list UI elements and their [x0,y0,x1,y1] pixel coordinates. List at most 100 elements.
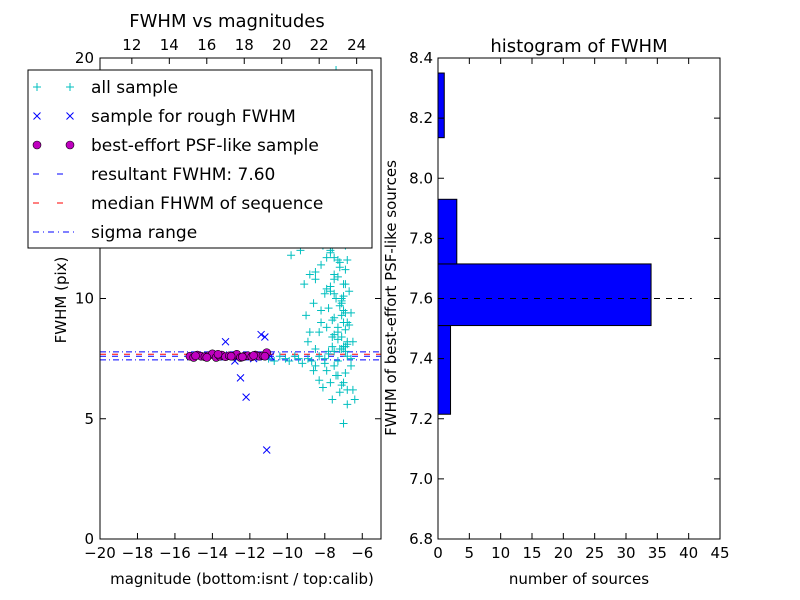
all-sample-point [320,354,329,363]
legend-marker-psf-sample [65,140,75,150]
legend-label-psf-sample: best-effort PSF-like sample [91,136,319,156]
psf-sample-point [238,352,247,362]
scatter-x-tick-label: −16 [159,544,191,562]
legend-marker-rough-sample [33,112,41,120]
scatter-y-tick-label: 20 [75,49,94,67]
rough-sample-point [221,337,230,346]
all-sample-point [347,308,356,317]
scatter-y-tick-label: 0 [84,530,94,548]
psf-sample-point [260,351,270,361]
all-sample-point [270,357,279,366]
histogram-y-tick-label: 6.8 [409,530,433,548]
scatter-top-tick-label: 12 [122,36,141,54]
all-sample-point [335,345,344,354]
all-sample-point [337,311,346,320]
all-sample-point [303,337,312,346]
all-sample-point [315,376,324,385]
legend-markers [32,83,75,233]
all-sample-point [326,287,335,296]
all-sample-point [341,280,350,289]
rough-sample-point [262,446,271,454]
psf-sample-point [213,349,223,359]
histogram-x-tick-label: 20 [554,544,573,562]
scatter-top-tick-label: 16 [197,36,216,54]
all-sample-point [317,260,326,269]
legend-marker-all-sample [66,83,74,91]
scatter-top-tick-label: 20 [272,36,291,54]
scatter-top-tick-label: 22 [310,36,329,54]
all-sample-point [275,352,284,361]
scatter-title: FWHM vs magnitudes [129,11,324,32]
all-sample-point [328,316,337,325]
histogram-title: histogram of FWHM [490,36,667,57]
all-sample-point [311,275,320,284]
histogram-bars [437,72,652,415]
histogram-x-tick-labels: 0 5 10 15 20 25 30 35 40 45 [433,544,729,562]
all-sample-point [330,347,339,356]
rough-sample-point [260,333,269,341]
all-sample-point [343,318,352,327]
all-sample-point [328,342,337,351]
histogram-tick-marks [437,57,721,540]
legend-box [27,69,373,249]
histogram-y-axis-label: FWHM of best-effort PSF-like sources [382,160,400,436]
all-sample-point [330,253,339,262]
all-sample-point [309,366,318,375]
all-sample-point [335,388,344,397]
scatter-x-tick-label: −14 [197,544,229,562]
legend-marker-rough-sample [66,112,74,120]
all-sample-point [333,357,342,366]
histogram-x-tick-label: 15 [522,544,541,562]
histogram-x-tick-label: 45 [710,544,729,562]
all-sample-point [317,318,326,327]
histogram-y-tick-label: 8.2 [409,109,433,127]
psf-sample-point [202,353,212,362]
all-sample-point [311,345,320,354]
all-sample-point [330,330,339,339]
scatter-bottom-tick-labels: −20 −18 −16 −14 −12 −10 −8 −6 [84,544,373,562]
histogram-y-tick-label: 7.8 [409,229,433,247]
histogram-bar [437,263,652,327]
scatter-top-tick-label: 24 [347,36,366,54]
all-sample-point [339,292,348,301]
all-sample-point [315,352,324,361]
rough-sample-point [242,393,250,401]
histogram-bar [437,72,445,139]
all-sample-point [300,280,309,289]
scatter-y-tick-label: 10 [75,290,94,308]
scatter-x-axis-label: magnitude (bottom:isnt / top:calib) [110,570,374,588]
all-sample-point [345,287,354,296]
histogram-x-axis-label: number of sources [509,570,649,588]
psf-sample-point [249,351,258,360]
histogram-bar [437,325,452,415]
all-sample-point [332,371,341,380]
all-sample-point [347,354,356,363]
all-sample-point [335,258,344,267]
scatter-x-tick-label: −10 [272,544,304,562]
histogram-y-tick-label: 8.4 [409,49,433,67]
all-sample-point [322,323,331,332]
scatter-x-tick-label: −8 [314,544,336,562]
all-sample-point [326,248,335,257]
all-sample-point [307,357,316,366]
all-sample-point [326,378,335,387]
all-sample-point [328,395,337,404]
all-sample-point [337,296,346,305]
all-sample-point [343,340,352,349]
all-sample-point [350,395,359,404]
scatter-x-tick-label: −18 [122,544,154,562]
histogram-panel: 0 5 10 15 20 25 30 35 40 45 6.8 7.0 7.2 7.4 7.6 7.8 8.0… [382,36,730,588]
all-sample-point [341,265,350,274]
all-sample-point [324,349,333,358]
all-sample-point [335,301,344,310]
rough-sample-point [257,330,265,339]
all-sample-point [294,354,303,363]
psf-sample-point [191,351,200,361]
histogram-x-tick-label: 25 [585,544,604,562]
all-sample-point [302,311,311,320]
histogram-x-tick-label: 40 [679,544,698,562]
all-sample-point [322,366,331,375]
histogram-y-tick-label: 7.2 [409,410,433,428]
all-sample-point [305,328,314,337]
